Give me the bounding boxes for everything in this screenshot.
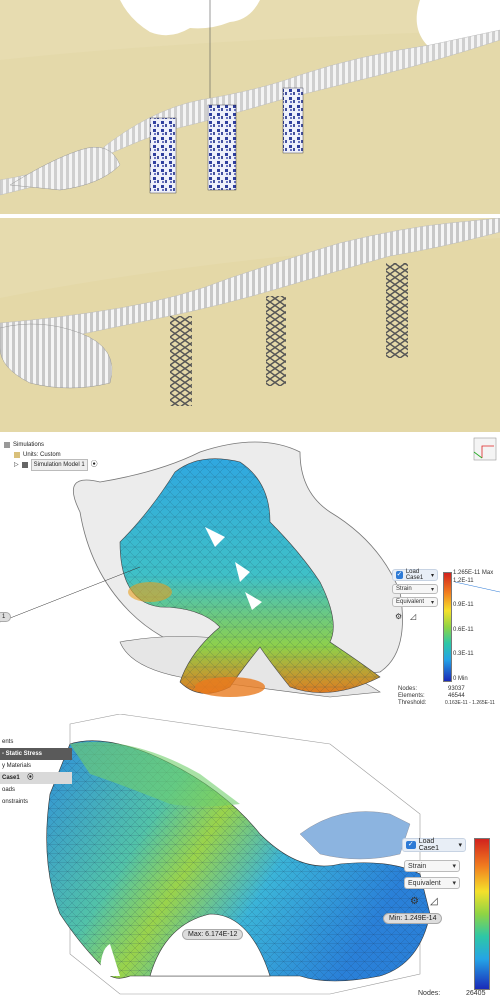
legend-value-1: 1.2E-11 [453, 578, 474, 584]
lattice-pier-1 [170, 316, 192, 406]
tree-item-materials[interactable]: y Materials [2, 763, 32, 769]
nodes-value: 26405 [466, 990, 486, 997]
legend-max: 1.265E-11 Max [453, 570, 494, 576]
target-icon[interactable]: ⦿ [90, 461, 98, 468]
pier-2 [207, 104, 237, 191]
min-probe-label[interactable]: Min: 1.249E-14 [383, 913, 443, 924]
tree-item-0[interactable]: ents [2, 739, 14, 745]
chevron-down-icon: ▾ [430, 572, 434, 579]
color-legend-bar [474, 838, 490, 990]
expand-arrow-icon[interactable]: ▷ [14, 462, 19, 468]
legend-min: 0 Min [453, 676, 468, 682]
lattice-pier-3 [386, 263, 408, 358]
chevron-down-icon: ▾ [452, 863, 456, 870]
component-select[interactable]: Equivalent ▾ [404, 877, 460, 889]
legend-value-4: 0.3E-11 [453, 651, 474, 657]
deformation-icon[interactable]: ◿ [410, 612, 417, 621]
render-solid-piers-svg [0, 0, 500, 214]
chevron-down-icon: ▾ [430, 599, 434, 606]
simulation-tree: ents - Static Stress y Materials Case1 ⦿… [0, 736, 72, 820]
view-cube-icon[interactable] [473, 437, 497, 461]
tree-item-constraints[interactable]: onstraints [2, 799, 29, 805]
deformation-icon[interactable]: ◿ [430, 896, 438, 907]
settings-gear-icon[interactable]: ⚙ [410, 896, 419, 907]
pier-3 [282, 87, 304, 154]
model-icon [21, 462, 28, 468]
load-case-icon: ✓ [406, 841, 416, 849]
pier-1 [149, 117, 177, 194]
simulation-folder-icon [4, 442, 10, 448]
render-lattice-piers-svg [0, 218, 500, 432]
browser-root[interactable]: Simulations [4, 440, 144, 450]
load-case-dropdown[interactable]: ✓ Load Case1 ▾ [392, 569, 438, 581]
tree-item-6[interactable] [0, 808, 72, 820]
render-view-solid-piers [0, 0, 500, 214]
chevron-down-icon: ▾ [458, 842, 462, 849]
legend-value-2: 0.9E-11 [453, 602, 474, 608]
chevron-down-icon: ▾ [430, 586, 434, 593]
legend-value-3: 0.6E-11 [453, 627, 474, 633]
simulation-2-canvas [46, 714, 431, 995]
simulation-view-2: ents - Static Stress y Materials Case1 ⦿… [0, 714, 500, 1000]
color-legend-bar [443, 572, 452, 682]
load-case-dropdown[interactable]: ✓ Load Case1 ▾ [402, 838, 466, 852]
target-icon[interactable]: ⦿ [27, 775, 34, 781]
load-case-icon: ✓ [396, 571, 403, 579]
tree-item-study[interactable]: - Static Stress [0, 748, 72, 760]
chevron-down-icon: ▾ [452, 880, 456, 887]
nodes-label: Nodes: [418, 990, 441, 997]
component-select[interactable]: Equivalent ▾ [392, 597, 438, 607]
folder-icon [14, 452, 20, 458]
simulation-view-1: Simulations Units: Custom ▷ Simulation M… [0, 432, 500, 714]
lattice-pier-2 [266, 296, 286, 386]
result-type-select[interactable]: Strain ▾ [392, 584, 438, 594]
render-view-lattice-piers [0, 214, 500, 432]
settings-gear-icon[interactable]: ⚙ [395, 612, 403, 621]
simulation-1-canvas [0, 437, 500, 698]
browser-tree: Simulations Units: Custom ▷ Simulation M… [4, 440, 144, 471]
browser-units[interactable]: Units: Custom [4, 450, 144, 460]
browser-model[interactable]: ▷ Simulation Model 1 ⦿ [4, 459, 144, 471]
result-type-select[interactable]: Strain ▾ [404, 860, 460, 872]
probe-label-left[interactable]: 1 [0, 612, 12, 622]
tree-item-loads[interactable]: oads [2, 787, 16, 793]
tree-item-loadcase[interactable]: Case1 ⦿ [0, 772, 72, 784]
max-probe-label[interactable]: Max: 6.174E-12 [182, 929, 244, 940]
